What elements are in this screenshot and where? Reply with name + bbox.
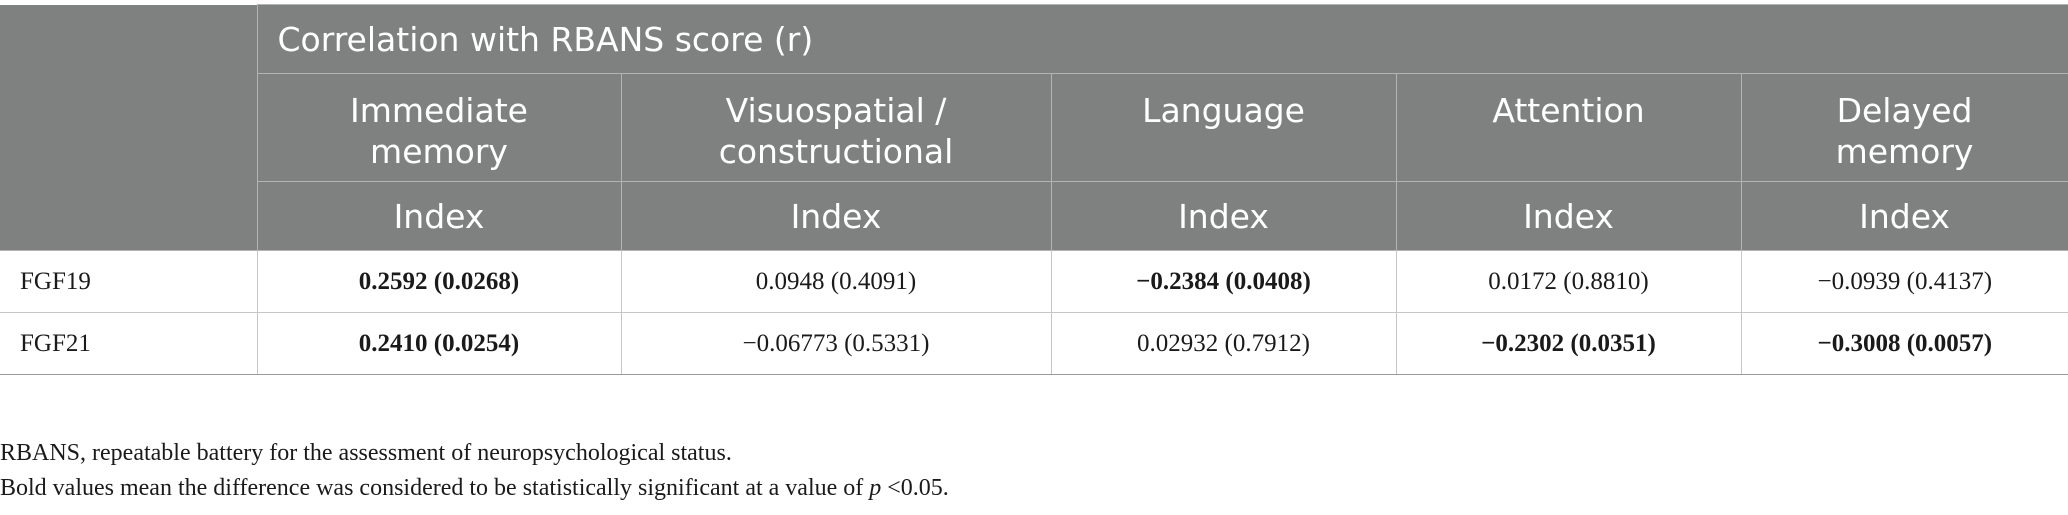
significance-note-threshold: <0.05. (881, 475, 949, 501)
subheader-index: Index (1740, 181, 2068, 251)
table-cell: −0.3008 (0.0057) (1740, 312, 2068, 375)
column-header-line: memory (1835, 132, 1974, 171)
column-header-attention: Attention (1395, 73, 1742, 182)
column-header-line: Immediate (350, 91, 528, 130)
table-cell: 0.2592 (0.0268) (256, 250, 622, 313)
table-cell: −0.06773 (0.5331) (620, 312, 1052, 375)
column-header-immediate-memory: Immediate memory (256, 73, 622, 182)
column-header-line: Visuospatial / (725, 91, 947, 130)
significance-note-text: Bold values mean the difference was cons… (0, 475, 870, 501)
column-header-delayed-memory: Delayed memory (1740, 73, 2068, 182)
domain-header-row: Immediate memory Visuospatial / construc… (0, 73, 2068, 182)
subheader-index: Index (1395, 181, 1742, 251)
table-cell: 0.0948 (0.4091) (620, 250, 1052, 313)
column-header-line: constructional (718, 132, 954, 171)
p-variable: p (869, 475, 882, 501)
group-header: Correlation with RBANS score (r) (256, 4, 2068, 74)
table-row: FGF19 0.2592 (0.0268) 0.0948 (0.4091) −0… (0, 250, 2068, 313)
column-header-line: Language (1142, 91, 1305, 130)
table-footnotes: RBANS, repeatable battery for the assess… (0, 436, 949, 506)
row-label: FGF19 (0, 250, 258, 313)
row-label: FGF21 (0, 312, 258, 375)
subheader-index: Index (620, 181, 1052, 251)
abbreviation-note: RBANS, repeatable battery for the assess… (0, 440, 732, 466)
table-cell: −0.2302 (0.0351) (1395, 312, 1742, 375)
table-cell: 0.0172 (0.8810) (1395, 250, 1742, 313)
table-body: FGF19 0.2592 (0.0268) 0.0948 (0.4091) −0… (0, 250, 2068, 375)
column-header-line: memory (370, 132, 508, 171)
table-row: FGF21 0.2410 (0.0254) −0.06773 (0.5331) … (0, 312, 2068, 375)
column-header-visuospatial: Visuospatial / constructional (620, 73, 1052, 182)
subheader-index: Index (256, 181, 622, 251)
table-cell: 0.02932 (0.7912) (1050, 312, 1397, 375)
header-stub-cell (0, 4, 258, 251)
table-cell: −0.2384 (0.0408) (1050, 250, 1397, 313)
table-cell: −0.0939 (0.4137) (1740, 250, 2068, 313)
table-cell: 0.2410 (0.0254) (256, 312, 622, 375)
subheader-row: Index Index Index Index Index (0, 181, 2068, 251)
column-header-line: Delayed (1836, 91, 1973, 130)
table-header: Correlation with RBANS score (r) Immedia… (0, 4, 2068, 251)
subheader-index: Index (1050, 181, 1397, 251)
correlation-table: Correlation with RBANS score (r) Immedia… (0, 4, 2068, 375)
column-header-language: Language (1050, 73, 1397, 182)
column-header-line: Attention (1492, 91, 1645, 130)
significance-note: Bold values mean the difference was cons… (0, 471, 949, 506)
